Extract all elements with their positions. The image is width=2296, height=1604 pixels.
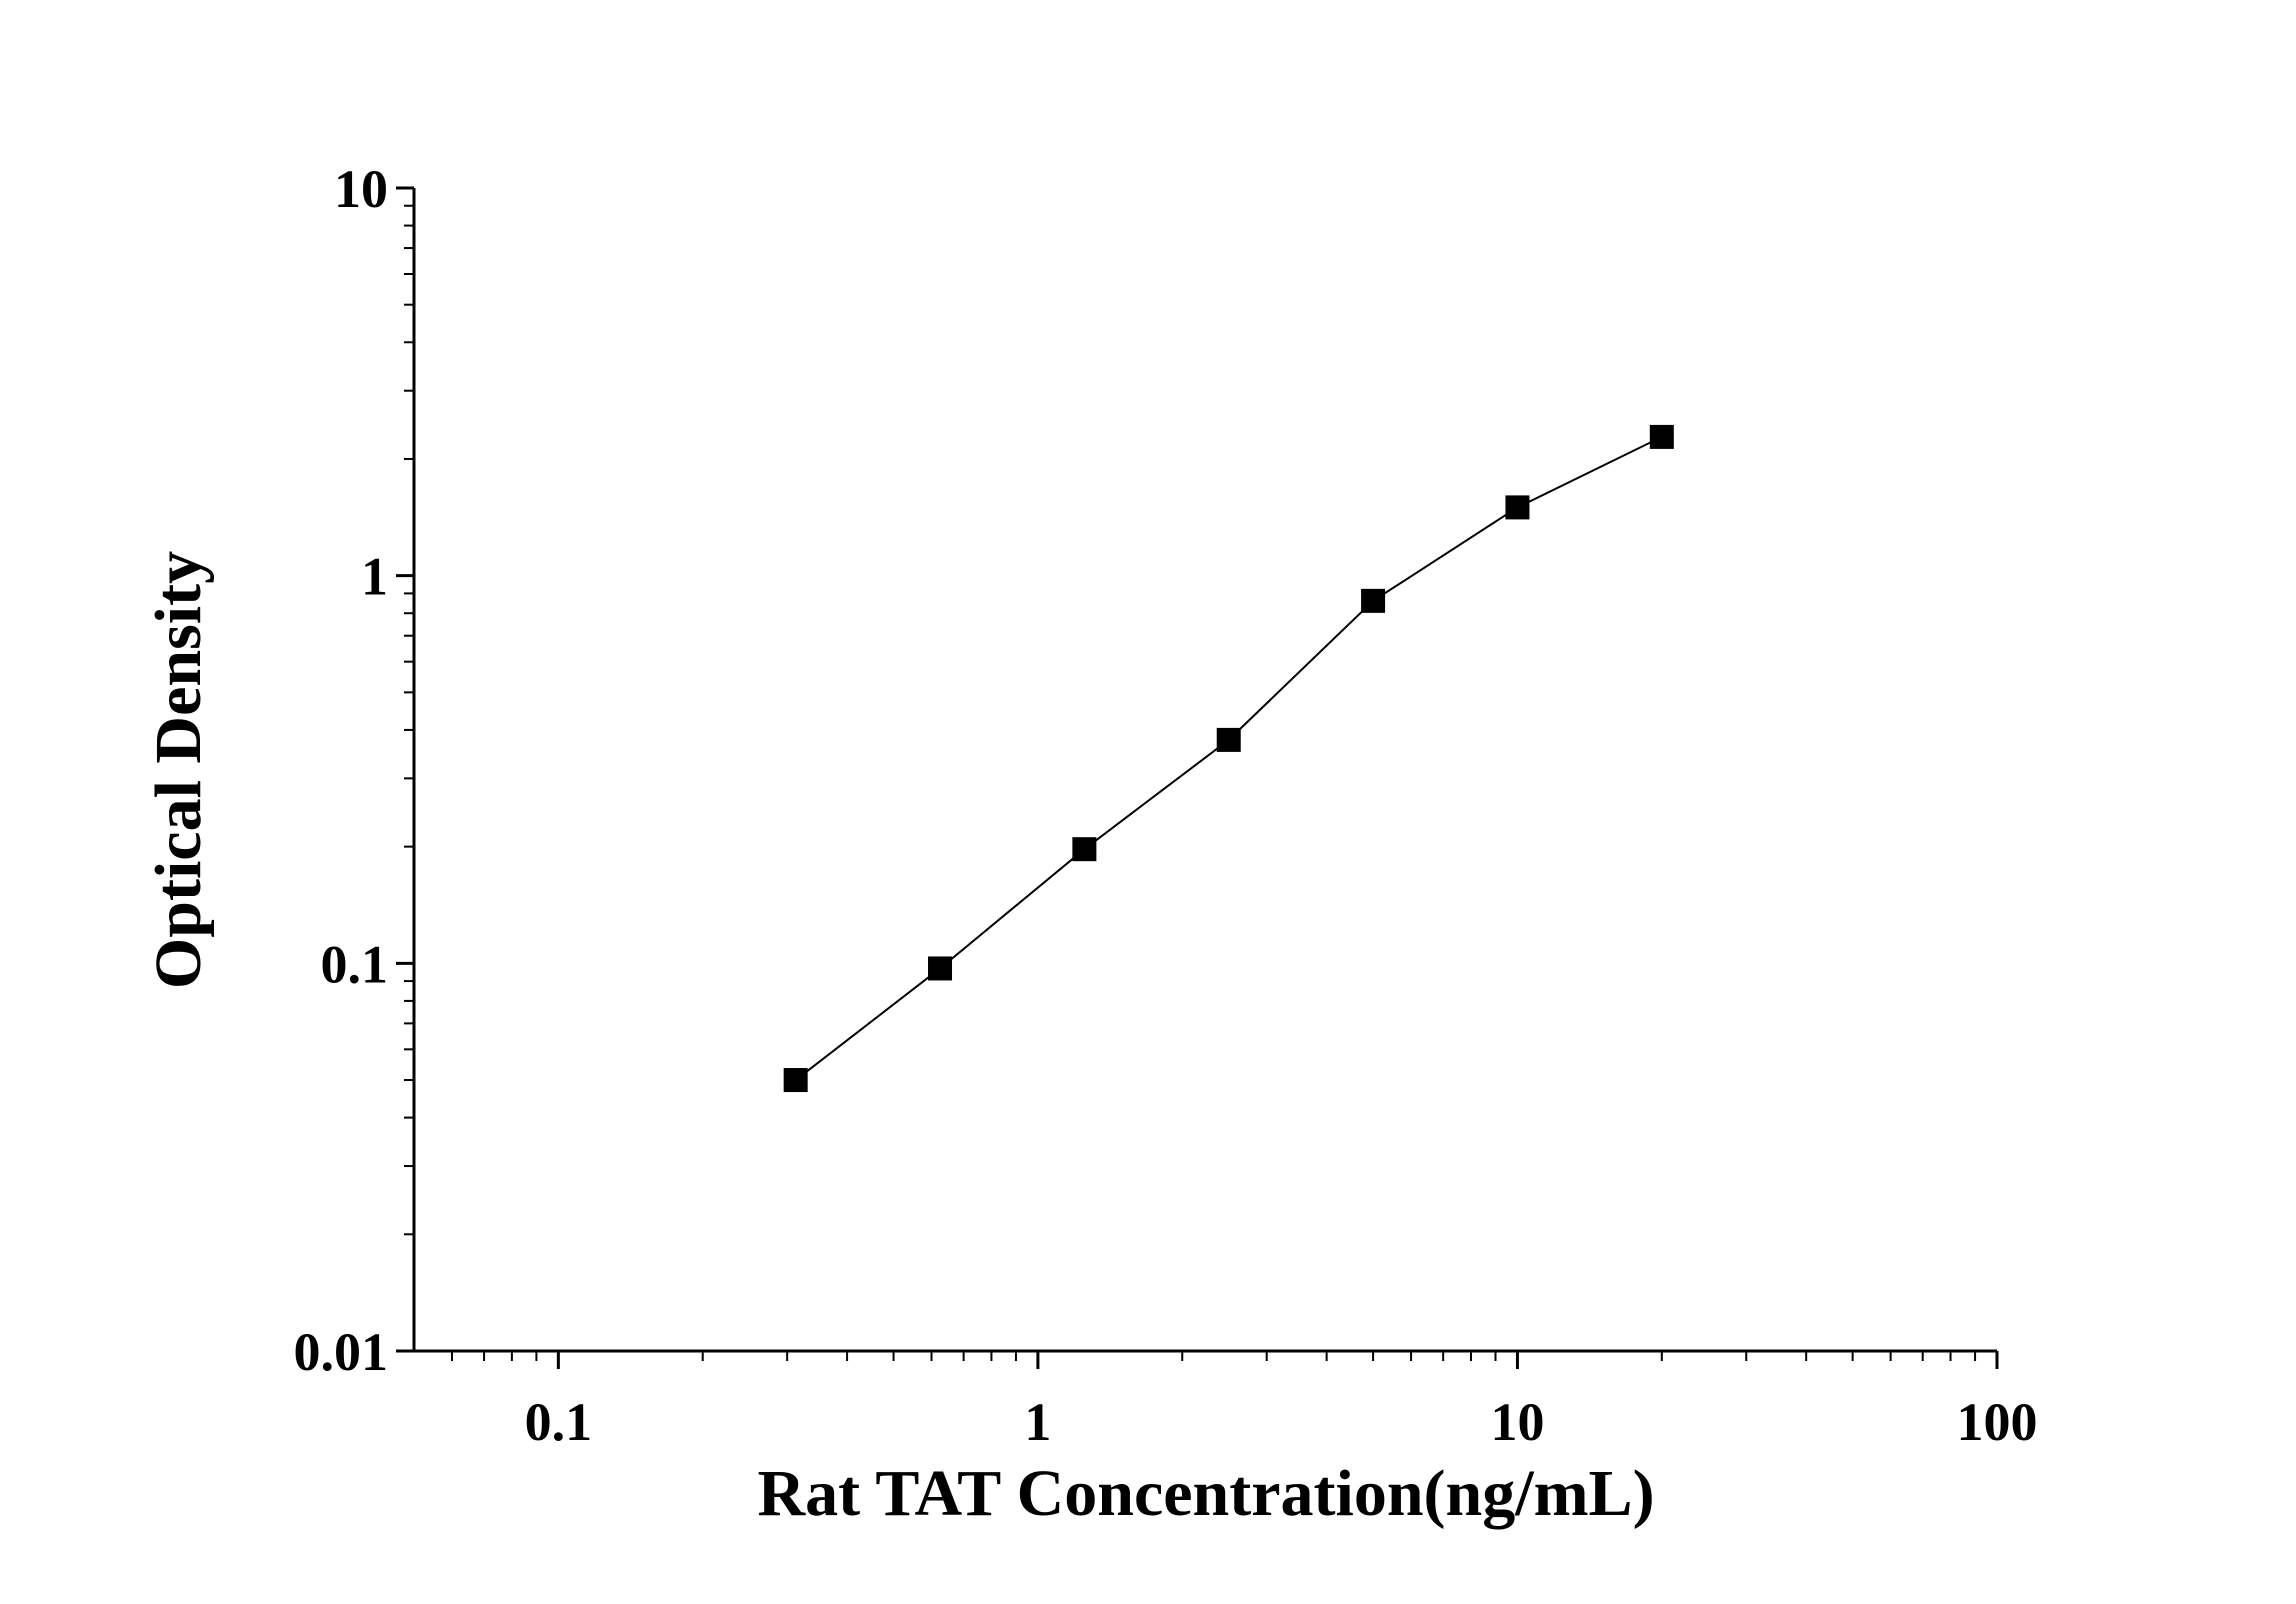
marker (1072, 837, 1097, 862)
y-tick-label: 10 (334, 159, 388, 219)
line (795, 436, 1663, 1081)
x-tick-label: 1 (1024, 1392, 1051, 1452)
y-axis-title: Optical Density (142, 551, 215, 989)
x-tick-label: 10 (1490, 1392, 1544, 1452)
marker (928, 956, 953, 981)
marker (1649, 424, 1674, 449)
marker (1361, 588, 1386, 613)
x-tick-label: 0.1 (525, 1392, 593, 1452)
marker (1505, 495, 1530, 520)
marker (783, 1068, 808, 1093)
x-tick-label: 100 (1957, 1392, 2038, 1452)
x-axis-title: Rat TAT Concentration(ng/mL) (757, 1457, 1654, 1530)
y-tick-label: 0.1 (321, 934, 389, 994)
y-tick-label: 0.01 (294, 1322, 389, 1382)
marker (1216, 727, 1241, 752)
y-tick-label: 1 (361, 547, 388, 607)
